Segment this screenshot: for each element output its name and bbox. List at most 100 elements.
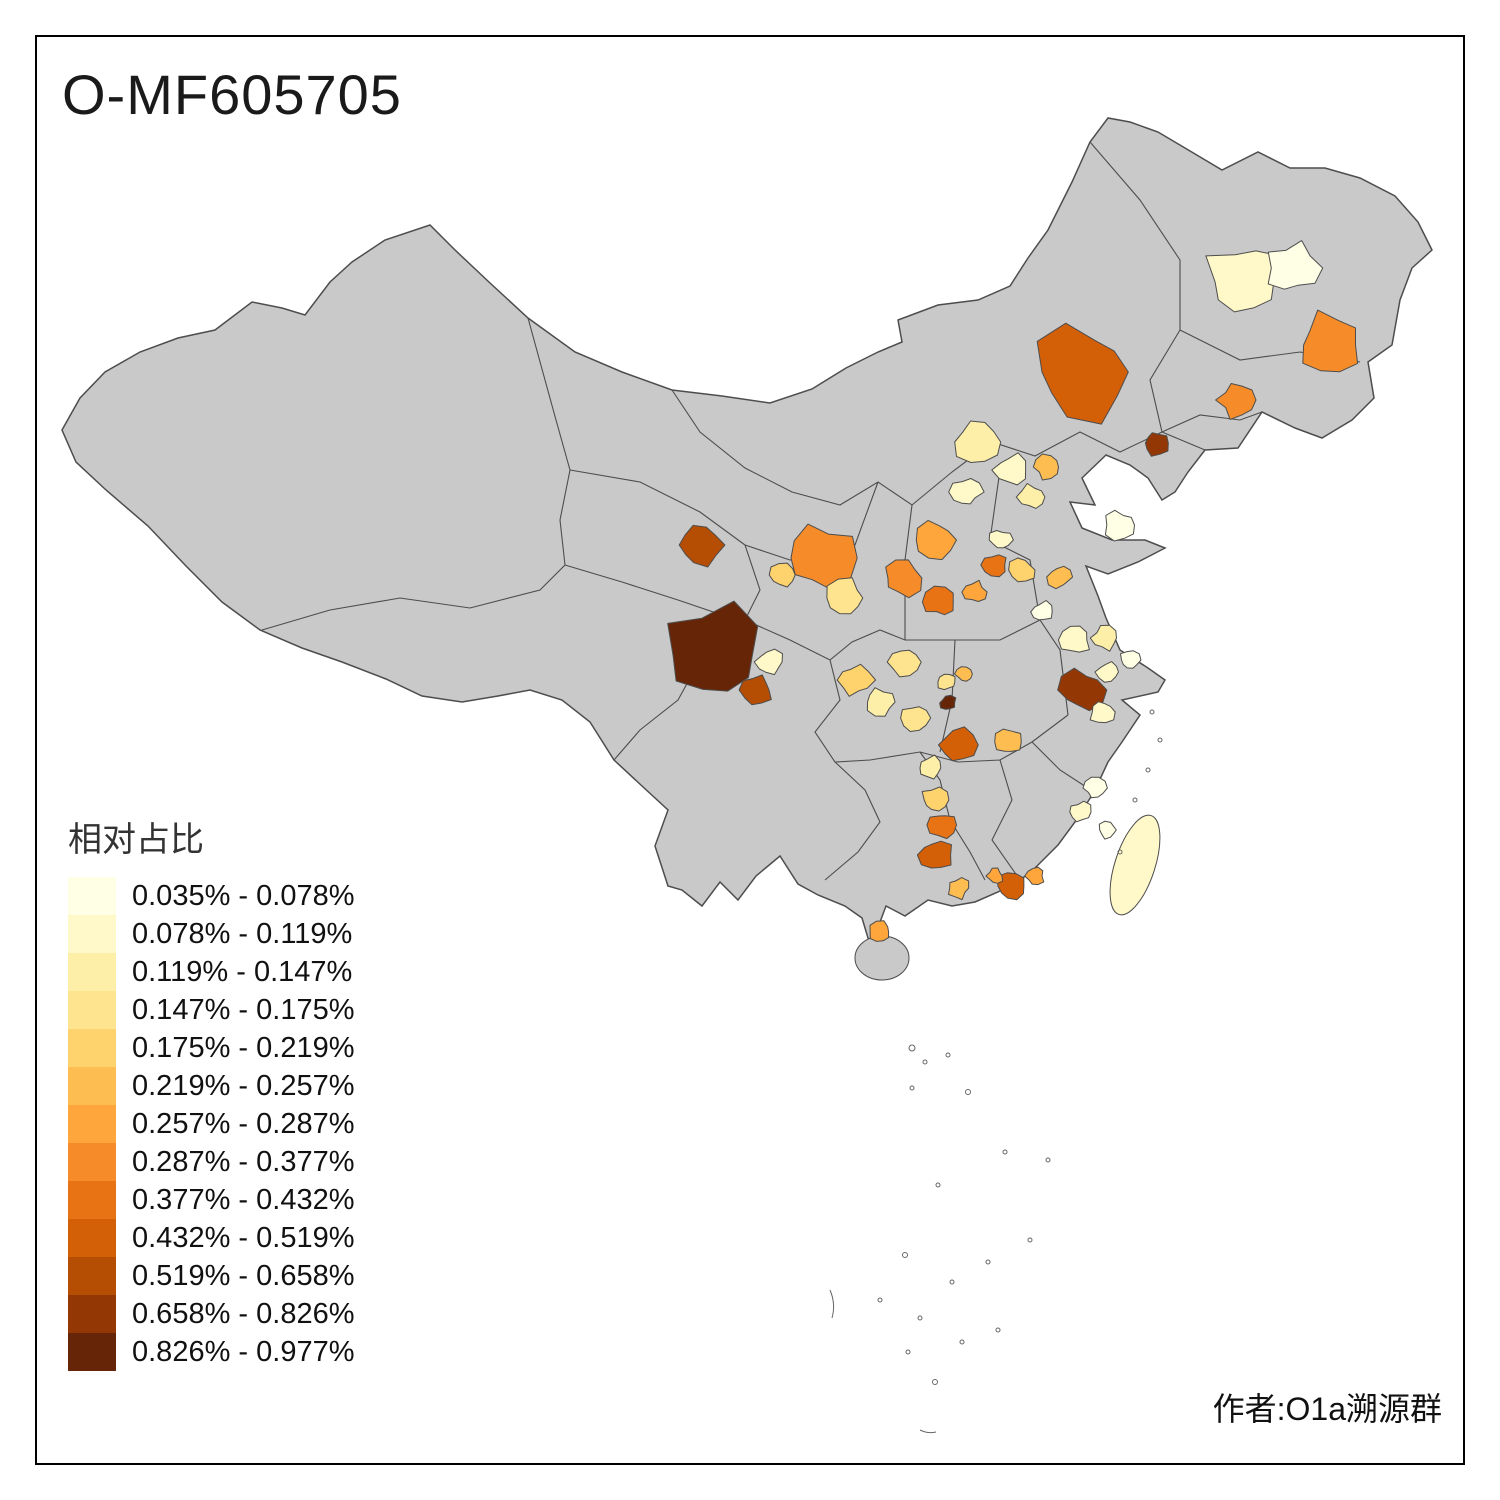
legend-row: 0.119% - 0.147% [68, 953, 354, 991]
legend-row: 0.219% - 0.257% [68, 1067, 354, 1105]
prefecture-region [1024, 866, 1045, 886]
legend-title: 相对占比 [68, 821, 204, 859]
legend-row: 0.826% - 0.977% [68, 1333, 354, 1371]
prefecture-regions-layer [667, 240, 1359, 942]
taiwan-island [1109, 814, 1161, 916]
legend-swatch [68, 1219, 116, 1257]
prefecture-region [768, 562, 796, 588]
legend-row: 0.377% - 0.432% [68, 1181, 354, 1219]
prefecture-region [1104, 509, 1135, 542]
prefecture-region [915, 519, 957, 561]
legend-label: 0.826% - 0.977% [132, 1335, 355, 1368]
prefecture-region [1069, 800, 1092, 823]
prefecture-region [939, 694, 957, 710]
prefecture-region [753, 648, 783, 676]
prefecture-region [954, 666, 973, 682]
prefecture-region [866, 687, 896, 717]
prefecture-region [1215, 383, 1257, 420]
legend-swatch [68, 1143, 116, 1181]
prefecture-region [926, 815, 957, 840]
prefecture-region [1057, 625, 1090, 653]
figure-title: O-MF605705 [62, 63, 402, 126]
prefecture-region [988, 530, 1014, 549]
prefecture-region [1082, 776, 1108, 799]
legend-swatch [68, 1333, 116, 1371]
prefecture-region [954, 420, 1002, 463]
prefecture-region [1094, 661, 1119, 683]
legend-label: 0.175% - 0.219% [132, 1031, 355, 1064]
legend-row: 0.078% - 0.119% [68, 915, 354, 953]
legend-row: 0.287% - 0.377% [68, 1143, 354, 1181]
prefecture-region [937, 726, 979, 762]
legend-swatch [68, 953, 116, 991]
legend-label: 0.147% - 0.175% [132, 993, 355, 1026]
prefecture-region [869, 920, 890, 942]
legend-swatch [68, 1029, 116, 1067]
prefecture-region [948, 877, 970, 901]
prefecture-region [826, 577, 864, 615]
legend-swatch [68, 1105, 116, 1143]
legend: 相对占比 0.035% - 0.078% 0.078% - 0.119% 0.119… [68, 812, 354, 1371]
legend-label: 0.432% - 0.519% [132, 1221, 355, 1254]
mainland-outline [61, 117, 1433, 954]
legend-row: 0.658% - 0.826% [68, 1295, 354, 1333]
prefecture-region [921, 585, 954, 616]
prefecture-region [885, 559, 923, 599]
prefecture-region [921, 786, 950, 812]
legend-row: 0.432% - 0.519% [68, 1219, 354, 1257]
prefecture-region [916, 840, 952, 869]
legend-rows: 0.035% - 0.078% 0.078% - 0.119% 0.119% - 0… [68, 877, 354, 1371]
prefecture-region [937, 673, 956, 691]
prefecture-region [678, 524, 726, 568]
legend-row: 0.147% - 0.175% [68, 991, 354, 1029]
south-china-sea-islands [829, 709, 1163, 1434]
prefecture-region [985, 867, 1004, 884]
legend-label: 0.519% - 0.658% [132, 1259, 355, 1292]
legend-label: 0.377% - 0.432% [132, 1183, 355, 1216]
legend-label: 0.035% - 0.078% [132, 879, 355, 912]
prefecture-region [900, 706, 932, 732]
hainan-island [854, 935, 910, 981]
prefecture-region [997, 872, 1025, 901]
legend-swatch [68, 1181, 116, 1219]
prefecture-region [991, 452, 1027, 486]
legend-label: 0.287% - 0.377% [132, 1145, 355, 1178]
legend-row: 0.519% - 0.658% [68, 1257, 354, 1295]
prefecture-region [980, 554, 1007, 578]
prefecture-region [1267, 240, 1324, 290]
prefecture-region [1089, 701, 1116, 724]
prefecture-region [667, 600, 759, 692]
legend-swatch [68, 877, 116, 915]
legend-row: 0.035% - 0.078% [68, 877, 354, 915]
prefecture-region [738, 674, 772, 706]
prefecture-region [1008, 557, 1036, 583]
legend-swatch [68, 1295, 116, 1333]
legend-swatch [68, 1257, 116, 1295]
legend-label: 0.078% - 0.119% [132, 917, 353, 950]
prefecture-region [1302, 309, 1359, 373]
prefecture-region [948, 478, 985, 505]
legend-swatch [68, 1067, 116, 1105]
legend-label: 0.119% - 0.147% [132, 955, 353, 988]
legend-label: 0.658% - 0.826% [132, 1297, 355, 1330]
prefecture-region [836, 663, 877, 697]
legend-row: 0.257% - 0.287% [68, 1105, 354, 1143]
prefecture-region [919, 754, 942, 780]
prefecture-region [886, 649, 922, 678]
prefecture-region [1098, 820, 1117, 840]
prefecture-region [1032, 453, 1059, 481]
legend-swatch [68, 915, 116, 953]
prefecture-region [1015, 483, 1046, 509]
prefecture-region [1205, 250, 1284, 313]
prefecture-region [1046, 565, 1074, 590]
prefecture-region [994, 728, 1022, 752]
prefecture-region [1144, 432, 1169, 457]
prefecture-region [961, 579, 988, 602]
legend-label: 0.219% - 0.257% [132, 1069, 355, 1102]
legend-row: 0.175% - 0.219% [68, 1029, 354, 1067]
legend-label: 0.257% - 0.287% [132, 1107, 355, 1140]
legend-swatch [68, 991, 116, 1029]
prefecture-region [1089, 624, 1117, 652]
